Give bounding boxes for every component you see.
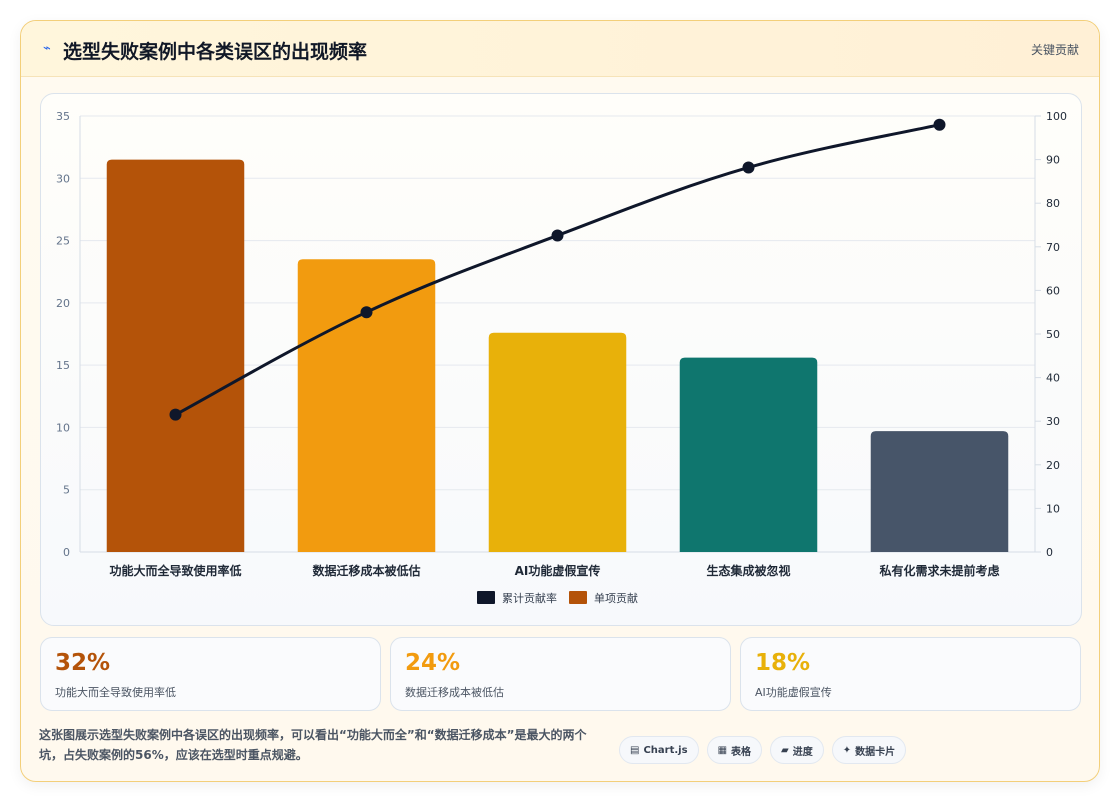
- chart-panel: 0 5 10 15 20 25 30 35 0 10 20 30 40 50 60 70 80 90 100 功能大而…: [40, 93, 1082, 626]
- legend-swatch: [569, 591, 587, 604]
- chart-card: ⌁ 选型失败案例中各类误区的出现频率 关键贡献 0 5 10 15 20 25 30 35 0 1…: [20, 20, 1100, 782]
- x-tick-label: 私有化需求未提前考虑: [878, 563, 999, 578]
- y-left-tick-label: 10: [56, 421, 70, 434]
- chart-description: 这张图展示选型失败案例中各误区的出现频率，可以看出“功能大而全”和“数据迁移成本…: [39, 728, 587, 762]
- bar: [870, 431, 1009, 552]
- legend-swatch: [477, 591, 495, 604]
- y-left-tick-label: 30: [56, 172, 70, 185]
- chart-title: 选型失败案例中各类误区的出现频率: [63, 41, 368, 63]
- sparkle-icon: ✦: [842, 744, 852, 756]
- legend-label: 单项贡献: [594, 591, 638, 605]
- y-right-tick-label: 70: [1046, 241, 1060, 254]
- progress-icon: ▰: [781, 744, 789, 756]
- y-right-tick-label: 0: [1046, 546, 1053, 559]
- stat-label: 功能大而全导致使用率低: [55, 686, 176, 699]
- stat-value: 32%: [55, 650, 111, 676]
- header-tag: 关键贡献: [1030, 43, 1079, 57]
- y-right-tick-label: 90: [1046, 154, 1060, 167]
- table-icon: ▦: [717, 744, 728, 756]
- chip-label: 进度: [792, 746, 813, 758]
- cumulative-point: [742, 161, 755, 174]
- bar: [106, 159, 245, 552]
- stat-card-2: 24% 数据迁移成本被低估: [390, 637, 731, 711]
- bar: [488, 332, 627, 552]
- x-tick-label: 生态集成被忽视: [706, 563, 790, 578]
- y-right-tick-label: 10: [1046, 502, 1060, 515]
- x-tick-label: 数据迁移成本被低估: [312, 563, 420, 578]
- y-left-tick-label: 35: [56, 110, 70, 123]
- pareto-chart: 0 5 10 15 20 25 30 35 0 10 20 30 40 50 60 70 80 90 100 功能大而…: [56, 110, 1067, 605]
- x-tick-label: AI功能虚假宣传: [515, 563, 601, 578]
- legend-label: 累计贡献率: [502, 591, 557, 605]
- stat-card-3: 18% AI功能虚假宣传: [740, 637, 1081, 711]
- y-left-tick-label: 15: [56, 359, 70, 372]
- y-right-tick-label: 30: [1046, 415, 1060, 428]
- y-left-tick-label: 25: [56, 235, 70, 248]
- bar: [679, 357, 818, 552]
- spark-icon: ⌁: [43, 41, 51, 56]
- chip-data-card[interactable]: ✦ 数据卡片: [831, 736, 907, 764]
- y-right-tick-label: 50: [1046, 328, 1060, 341]
- chip-table[interactable]: ▦ 表格: [706, 736, 763, 764]
- chip-chartjs[interactable]: ▤ Chart.js: [619, 736, 699, 764]
- bar: [297, 259, 436, 552]
- cumulative-point: [360, 306, 373, 319]
- chip-progress[interactable]: ▰ 进度: [770, 736, 824, 764]
- y-left-tick-label: 0: [63, 546, 70, 559]
- chip-label: Chart.js: [643, 744, 688, 756]
- stat-card-1: 32% 功能大而全导致使用率低: [40, 637, 381, 711]
- chip-label: 表格: [731, 746, 752, 758]
- stat-label: AI功能虚假宣传: [755, 686, 832, 699]
- y-left-tick-label: 5: [63, 484, 70, 497]
- x-tick-label: 功能大而全导致使用率低: [109, 563, 241, 578]
- y-left-tick-label: 20: [56, 297, 70, 310]
- y-right-tick-label: 40: [1046, 372, 1060, 385]
- card-header: ⌁ 选型失败案例中各类误区的出现频率 关键贡献: [21, 21, 1099, 77]
- chip-label: 数据卡片: [855, 746, 896, 758]
- y-right-tick-label: 100: [1046, 110, 1067, 123]
- y-right-tick-label: 60: [1046, 284, 1060, 297]
- stat-value: 24%: [405, 650, 461, 676]
- y-right-tick-label: 20: [1046, 459, 1060, 472]
- cumulative-point: [169, 408, 182, 421]
- stat-label: 数据迁移成本被低估: [405, 686, 504, 699]
- chart-icon: ▤: [630, 744, 640, 756]
- y-right-tick-label: 80: [1046, 197, 1060, 210]
- cumulative-point: [551, 229, 564, 242]
- cumulative-point: [933, 118, 946, 131]
- chip-row: ▤ Chart.js ▦ 表格 ▰ 进度 ✦ 数据卡片: [619, 736, 907, 764]
- stat-value: 18%: [755, 650, 811, 676]
